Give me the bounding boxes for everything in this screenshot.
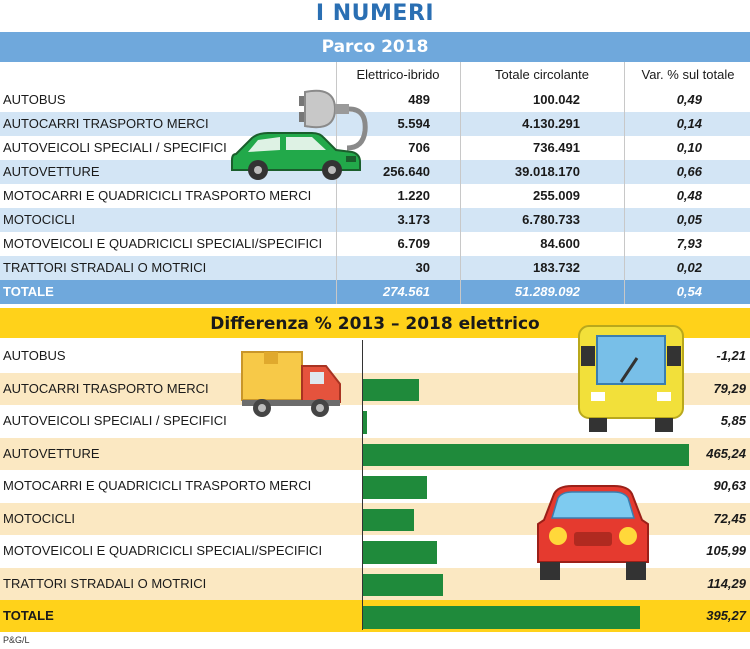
bar-value-label: 90,63: [713, 478, 746, 493]
cell-totale: 736.491: [533, 140, 580, 155]
cell-elettrico: 706: [408, 140, 430, 155]
parco-row: MOTOCARRI E QUADRICICLI TRASPORTO MERCI 1…: [0, 184, 750, 208]
row-label: AUTOBUS: [3, 92, 66, 107]
cell-totale: 255.009: [533, 188, 580, 203]
cell-var: 0,54: [676, 284, 702, 299]
bar-category-label: MOTOVEICOLI E QUADRICICLI SPECIALI/SPECI…: [3, 543, 323, 558]
chart-axis: [362, 340, 363, 630]
bar: [363, 573, 444, 596]
bar-category-label: MOTOCARRI E QUADRICICLI TRASPORTO MERCI: [3, 478, 312, 493]
row-label: AUTOVEICOLI SPECIALI / SPECIFICI: [3, 140, 227, 155]
cell-elettrico: 6.709: [397, 236, 430, 251]
parco-row: MOTOCICLI 3.173 6.780.733 0,05: [0, 208, 750, 232]
parco-row: MOTOVEICOLI E QUADRICICLI SPECIALI/SPECI…: [0, 232, 750, 256]
bar: [363, 508, 414, 531]
bar: [363, 606, 640, 629]
cell-totale: 4.130.291: [522, 116, 580, 131]
cell-totale: 6.780.733: [522, 212, 580, 227]
parco-row: AUTOCARRI TRASPORTO MERCI 5.594 4.130.291 0…: [0, 112, 750, 136]
cell-totale: 100.042: [533, 92, 580, 107]
row-label: TRATTORI STRADALI O MOTRICI: [3, 260, 207, 275]
bar-value-label: 395,27: [706, 608, 746, 623]
cell-totale: 84.600: [540, 236, 580, 251]
section-parco-title: Parco 2018: [0, 32, 750, 62]
bar-value-label: 72,45: [713, 510, 746, 526]
parco-row: AUTOBUS 489 100.042 0,49: [0, 88, 750, 112]
col-header-var: Var. % sul totale: [626, 62, 750, 88]
page-title: I NUMERI: [315, 1, 435, 26]
row-label: MOTOVEICOLI E QUADRICICLI SPECIALI/SPECI…: [3, 236, 323, 251]
bar-category-label: AUTOCARRI TRASPORTO MERCI: [3, 380, 209, 396]
cell-var: 0,02: [676, 260, 702, 275]
bar: [363, 476, 427, 499]
bar-value-label: 105,99: [706, 543, 746, 558]
column-divider: [460, 62, 461, 304]
cell-var: 0,10: [676, 140, 702, 155]
cell-elettrico: 30: [415, 260, 430, 275]
bar-category-label: AUTOBUS: [3, 348, 66, 363]
cell-totale: 183.732: [533, 260, 580, 275]
cell-var: 0,05: [676, 212, 702, 227]
cell-var: 7,93: [676, 236, 702, 251]
cell-var: 0,48: [676, 188, 702, 203]
column-divider: [336, 62, 337, 304]
parco-row: TRATTORI STRADALI O MOTRICI 30 183.732 0,02: [0, 256, 750, 280]
row-label: MOTOCICLI: [3, 212, 75, 227]
col-header-elettrico: Elettrico-ibrido: [338, 62, 458, 88]
cell-elettrico: 3.173: [397, 212, 430, 227]
cell-elettrico: 5.594: [397, 116, 430, 131]
bar-value-label: 79,29: [713, 380, 746, 396]
bar: [363, 541, 438, 564]
bar-category-label: TRATTORI STRADALI O MOTRICI: [3, 575, 207, 591]
parco-row: AUTOVETTURE 256.640 39.018.170 0,66: [0, 160, 750, 184]
parco-row: AUTOVEICOLI SPECIALI / SPECIFICI 706 736.4…: [0, 136, 750, 160]
bar-category-label: AUTOVEICOLI SPECIALI / SPECIFICI: [3, 413, 227, 428]
red-car-icon: [537, 485, 649, 580]
bus-icon: [578, 325, 684, 432]
row-label: AUTOCARRI TRASPORTO MERCI: [3, 116, 209, 131]
bar-value-label: 5,85: [720, 413, 746, 428]
bar: [363, 411, 368, 434]
bar-value-label: 465,24: [706, 445, 746, 461]
bar-category-label: MOTOCICLI: [3, 510, 75, 526]
cell-elettrico: 489: [408, 92, 430, 107]
footer-credit: P&G/L: [3, 635, 30, 645]
row-label: AUTOVETTURE: [3, 164, 100, 179]
row-label: MOTOCARRI E QUADRICICLI TRASPORTO MERCI: [3, 188, 312, 203]
col-header-totale: Totale circolante: [462, 62, 622, 88]
parco-total-row: TOTALE 274.561 51.289.092 0,54: [0, 280, 750, 304]
cell-totale: 51.289.092: [514, 284, 580, 299]
truck-icon: [241, 351, 341, 417]
cell-elettrico: 1.220: [397, 188, 430, 203]
bar: [363, 443, 689, 466]
bar-category-label: AUTOVETTURE: [3, 445, 100, 461]
cell-var: 0,49: [676, 92, 702, 107]
bar: [363, 378, 419, 401]
cell-totale: 39.018.170: [514, 164, 580, 179]
bar-value-label: 114,29: [707, 575, 746, 591]
cell-elettrico: 256.640: [383, 164, 430, 179]
cell-var: 0,14: [676, 116, 702, 131]
column-divider: [624, 62, 625, 304]
green-car-icon: [231, 132, 361, 180]
cell-elettrico: 274.561: [383, 284, 430, 299]
bar-value-label: -1,21: [716, 348, 746, 363]
bar-category-label: TOTALE: [3, 608, 54, 623]
section-differenza-title: Differenza % 2013 – 2018 elettrico: [0, 308, 750, 338]
row-label: TOTALE: [3, 284, 54, 299]
plug-icon: [299, 89, 368, 151]
cell-var: 0,66: [676, 164, 702, 179]
